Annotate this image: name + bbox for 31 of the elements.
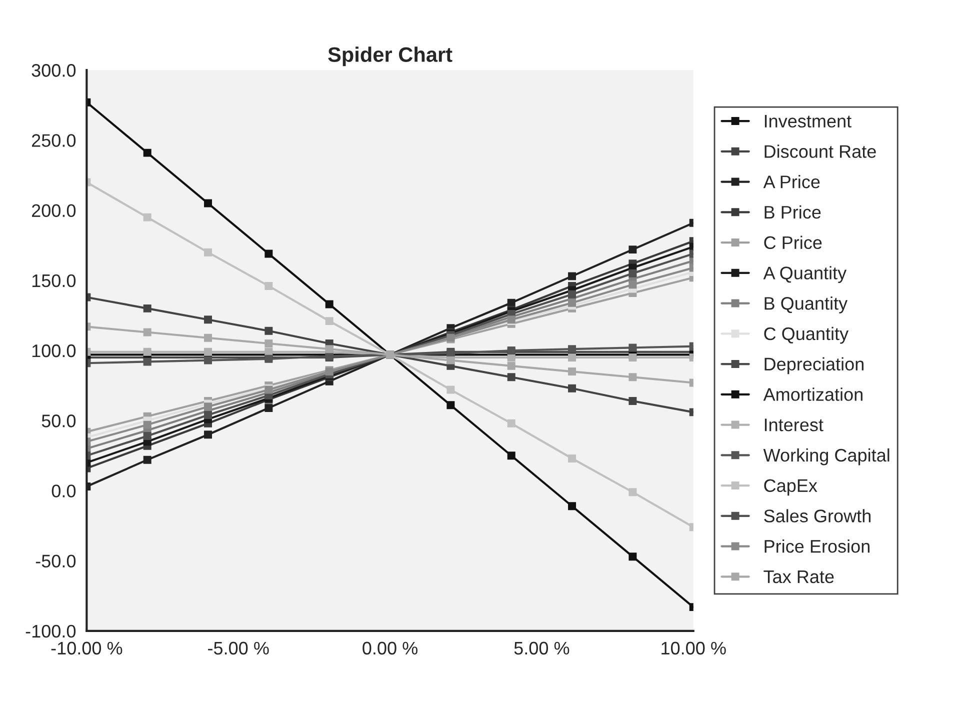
legend-label: Amortization [763,388,862,401]
legend-label: A Price [763,175,820,188]
y-tick-label: -100.0 [26,624,76,638]
y-tick-label: 0.0 [52,484,76,498]
y-tick-label: 150.0 [32,274,76,288]
legend-label: CapEx [764,479,818,496]
y-tick-label: -50.0 [36,554,76,568]
x-tick-label: 10.00 % [662,642,726,655]
y-tick-label: 250.0 [32,134,76,147]
x-tick-label: 5.00 % [514,642,570,655]
legend-label: Working Capital [763,448,890,466]
legend-label: Tax Rate [764,570,834,584]
legend-label: B Quantity [764,296,848,314]
y-tick-label: 100.0 [32,344,76,358]
x-tick-label: 0.00 % [362,642,418,655]
legend-label: C Quantity [764,326,849,344]
x-tick-label: -10.00 % [51,642,122,655]
legend-label: Discount Rate [764,144,876,158]
legend-label: Investment [764,114,852,128]
chart-title: Spider Chart [328,46,452,66]
legend-label: Depreciation [764,357,864,374]
legend-label: Price Erosion [764,540,870,553]
legend-label: Sales Growth [764,509,870,522]
y-tick-label: 50.0 [42,414,76,428]
y-tick-label: 300.0 [32,64,76,77]
x-tick-label: -5.00 % [208,642,269,655]
legend-label: A Quantity [763,266,847,283]
legend-label: C Price [764,236,822,250]
y-tick-label: 200.0 [32,204,76,218]
legend-label: Interest [764,418,824,432]
legend-label: B Price [764,205,821,219]
